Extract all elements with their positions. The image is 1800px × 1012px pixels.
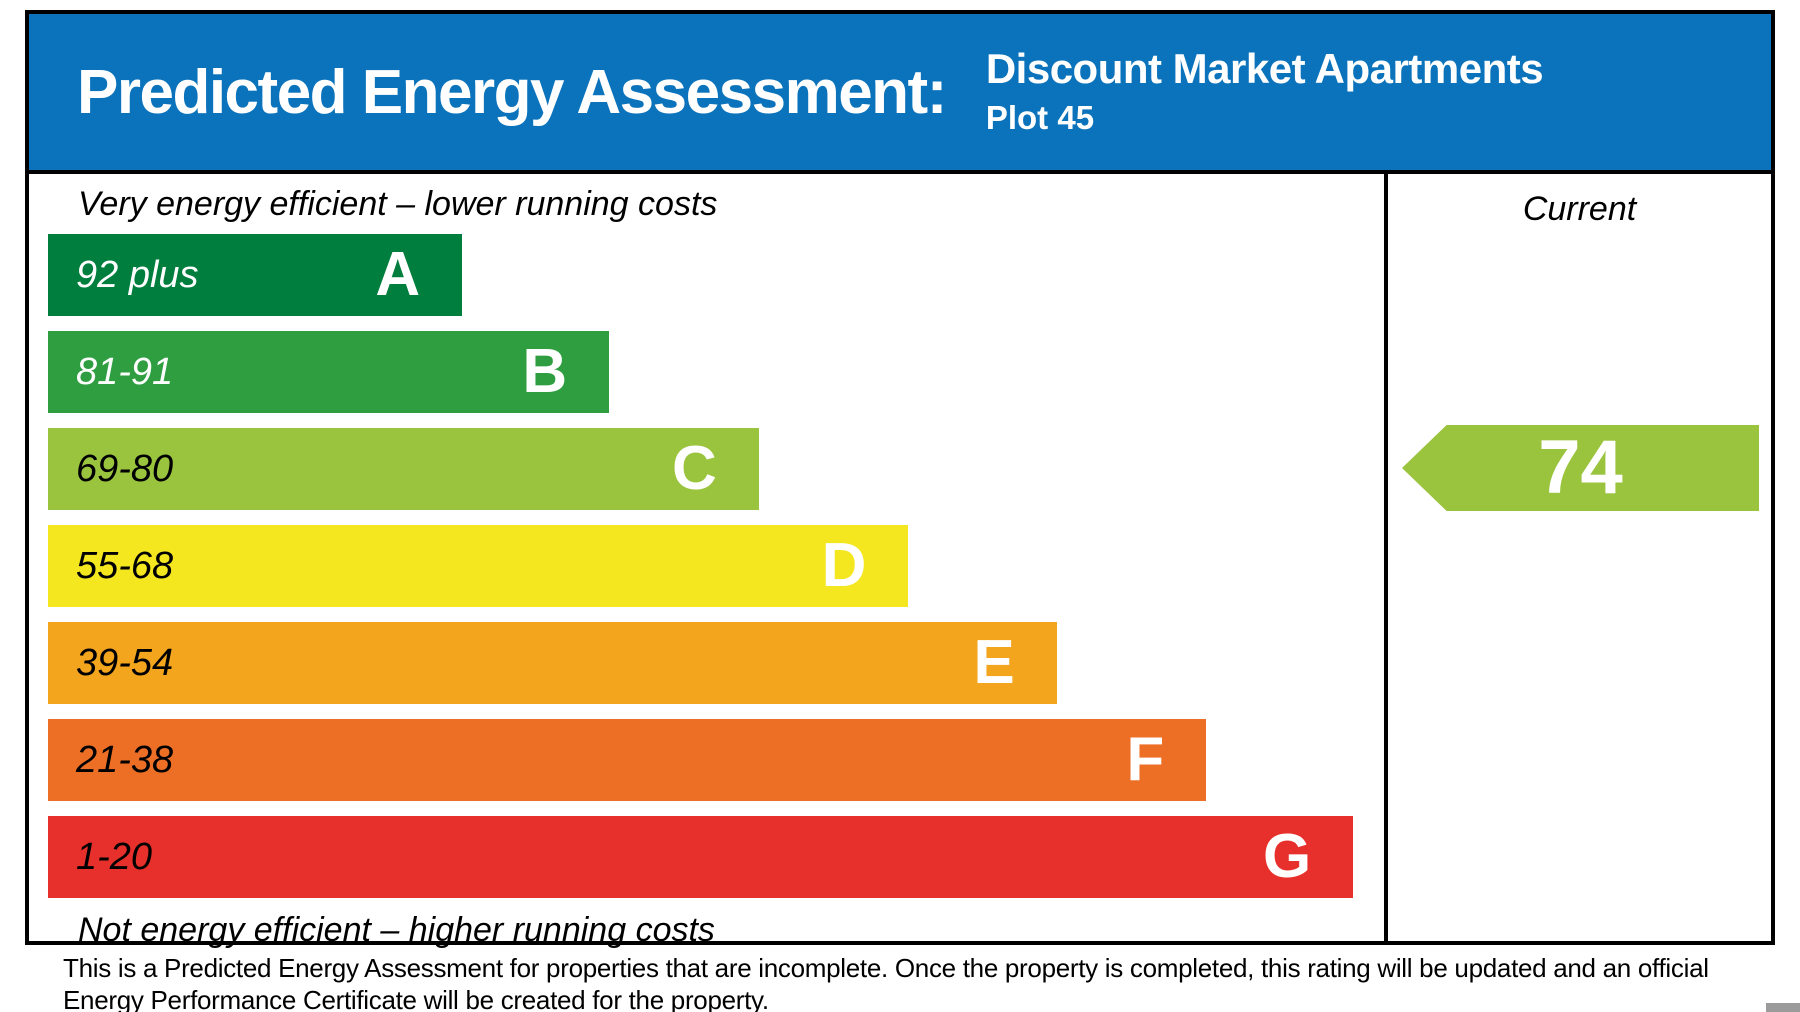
band-range-label: 92 plus <box>76 253 199 296</box>
band-range-label: 21-38 <box>76 738 174 781</box>
property-name: Discount Market Apartments <box>985 44 1544 92</box>
band-row: 81-91 B <box>48 331 1384 413</box>
band-list: 92 plus A 81-91 B 69-80 C 55-68 D 39-54 … <box>48 234 1384 898</box>
band-letter-label: A <box>375 240 421 309</box>
band-bar: 1-20 G <box>48 816 1354 898</box>
band-row: 69-80 C <box>48 428 1384 510</box>
band-row: 21-38 F <box>48 719 1384 801</box>
band-letter-label: C <box>671 434 717 503</box>
band-row: 39-54 E <box>48 622 1384 704</box>
band-bar: 92 plus A <box>48 234 463 316</box>
epc-header: Predicted Energy Assessment: Discount Ma… <box>29 14 1771 174</box>
band-bar: 81-91 B <box>48 331 610 413</box>
band-bar: 21-38 F <box>48 719 1207 801</box>
current-rating-column: Current 74 <box>1384 174 1771 941</box>
band-row: 1-20 G <box>48 816 1384 898</box>
band-row: 92 plus A <box>48 234 1384 316</box>
band-letter-label: F <box>1126 725 1165 794</box>
band-range-label: 81-91 <box>76 350 174 393</box>
band-letter-label: D <box>821 531 867 600</box>
bottom-scale-label: Not energy efficient – higher running co… <box>78 911 715 949</box>
band-range-label: 1-20 <box>76 835 153 878</box>
band-letter-label: G <box>1263 822 1312 891</box>
energy-assessment-certificate: Predicted Energy Assessment: Discount Ma… <box>25 10 1775 947</box>
current-rating-value: 74 <box>1538 425 1623 510</box>
chart-main-area: Very energy efficient – lower running co… <box>29 174 1771 947</box>
corner-artifact <box>1766 1003 1800 1012</box>
rating-bands-panel: Very energy efficient – lower running co… <box>29 174 1384 947</box>
band-range-label: 55-68 <box>76 544 174 587</box>
top-scale-label: Very energy efficient – lower running co… <box>78 185 718 223</box>
band-letter-label: E <box>973 628 1015 697</box>
property-plot: Plot 45 <box>985 99 1095 137</box>
band-bar: 69-80 C <box>48 428 759 510</box>
page-title: Predicted Energy Assessment: <box>77 57 947 127</box>
current-rating-arrow: 74 <box>1402 425 1759 511</box>
band-range-label: 39-54 <box>76 641 174 684</box>
band-range-label: 69-80 <box>76 447 174 490</box>
current-column-header: Current <box>1522 190 1637 228</box>
band-bar: 39-54 E <box>48 622 1057 704</box>
property-block: Discount Market Apartments Plot 45 <box>985 44 1544 137</box>
band-letter-label: B <box>522 337 568 406</box>
band-bar: 55-68 D <box>48 525 909 607</box>
disclaimer-note: This is a Predicted Energy Assessment fo… <box>63 953 1709 1012</box>
band-row: 55-68 D <box>48 525 1384 607</box>
